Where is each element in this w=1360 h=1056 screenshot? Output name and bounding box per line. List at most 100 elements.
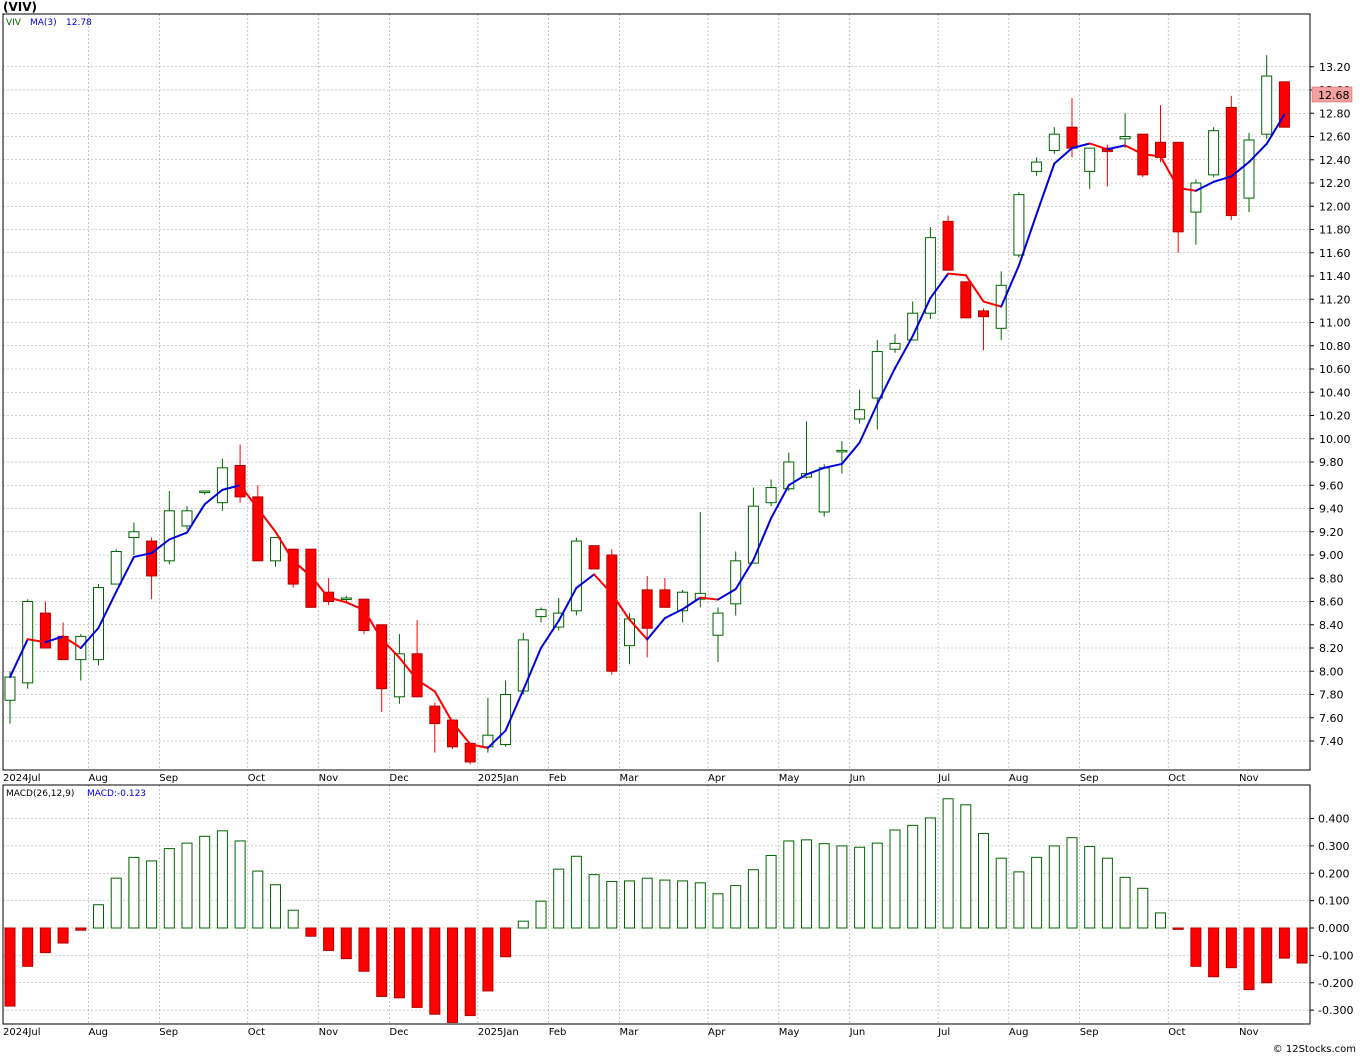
price-tick-label: 7.80: [1319, 689, 1344, 702]
macd-bar-positive: [641, 877, 653, 929]
price-tick-label: 10.40: [1319, 386, 1351, 399]
macd-bar-positive: [270, 884, 281, 929]
ma-segment: [62, 635, 82, 649]
month-label: 2024Jul: [3, 773, 41, 784]
ma-segment: [433, 690, 454, 724]
candle-up: [694, 592, 706, 600]
ma-segment: [1212, 175, 1233, 183]
candle-up: [340, 597, 352, 601]
candle-up: [216, 467, 228, 504]
candle-up: [1261, 75, 1273, 135]
price-tick-label: 12.40: [1319, 154, 1351, 167]
macd-bar-negative: [305, 927, 317, 937]
price-tick-label: 12.20: [1319, 177, 1351, 190]
ma-segment: [770, 484, 790, 520]
macd-tick-label: -0.100: [1318, 949, 1353, 962]
candle-up: [1243, 139, 1255, 199]
macd-bar-positive: [747, 869, 759, 929]
price-tick-label: 11.00: [1319, 317, 1351, 330]
macd-bar-positive: [252, 870, 264, 929]
price-tick-label: 8.40: [1319, 619, 1344, 632]
month-label: Mar: [620, 1027, 640, 1038]
ma-segment: [522, 647, 542, 691]
candle-down: [641, 589, 653, 629]
price-tick-label: 9.00: [1319, 549, 1344, 562]
macd-bar-negative: [39, 927, 51, 954]
ma-segment: [699, 596, 719, 601]
ma-segment: [97, 590, 118, 629]
month-label: Dec: [389, 773, 408, 784]
macd-axis: 0.400 0.300 0.200 0.100 0.000 -0.100 -0.200 -0.…: [1310, 813, 1353, 1017]
candle-up: [22, 601, 34, 684]
macd-legend-value: MACD:-0.123: [87, 789, 146, 799]
macd-bar-negative: [500, 927, 512, 958]
candle-up: [181, 510, 193, 527]
ma-segment: [894, 335, 914, 370]
macd-bar-negative: [1225, 927, 1237, 969]
macd-bar-positive: [1155, 912, 1166, 929]
macd-bar-positive: [712, 893, 724, 929]
price-tick-label: 11.60: [1319, 247, 1351, 260]
macd-bar-positive: [978, 833, 989, 929]
current-price-label: 12.68: [1318, 89, 1350, 102]
month-label: Aug: [89, 1027, 109, 1038]
ma-segment: [150, 538, 171, 555]
candle-up: [128, 531, 140, 539]
macd-bar-positive: [942, 798, 954, 929]
candle-up: [535, 609, 547, 618]
candle-down: [588, 545, 600, 570]
macd-bar-negative: [1278, 927, 1290, 959]
candle-up: [199, 490, 211, 494]
macd-bar-positive: [924, 817, 936, 929]
month-label: 2025Jan: [478, 773, 519, 784]
macd-bar-positive: [836, 845, 848, 929]
macd-bar-positive: [624, 880, 635, 929]
ma-segment: [398, 656, 419, 681]
ma-segment: [309, 575, 330, 599]
macd-bar-negative: [340, 927, 352, 960]
month-label: 2024Jul: [3, 1027, 41, 1038]
ma-segment: [416, 678, 436, 693]
ma-segment: [1017, 213, 1038, 267]
candle-up: [747, 505, 759, 564]
macd-tick-label: -0.300: [1318, 1004, 1353, 1017]
ma-segment: [380, 638, 401, 659]
x-axis-price: 2024Jul Aug Sep Oct Nov Dec 2025Jan Feb Mar Apr Ma…: [3, 773, 1259, 784]
month-label: Oct: [1168, 1027, 1185, 1038]
candle-up: [393, 653, 405, 698]
price-tick-label: 8.00: [1319, 665, 1344, 678]
macd-bar-positive: [907, 824, 919, 929]
price-grid: [3, 14, 1310, 770]
ma-segment: [1035, 162, 1056, 215]
candle-up: [163, 510, 175, 562]
ma-segment: [256, 507, 277, 533]
month-label: Jun: [849, 773, 866, 784]
ma-segment: [1230, 161, 1250, 178]
macd-bar-positive: [553, 868, 565, 929]
macd-bar-positive: [163, 848, 175, 929]
ma-segment: [646, 617, 666, 641]
ma-segment: [876, 367, 896, 405]
macd-bar-positive: [871, 842, 883, 929]
macd-bar-positive: [783, 840, 795, 929]
candle-down: [287, 548, 299, 585]
candle-down: [146, 540, 158, 577]
chart-title: (VIV): [3, 0, 38, 14]
price-tick-label: 12.00: [1319, 200, 1351, 213]
candle-up: [270, 537, 281, 562]
ma-segment: [929, 272, 950, 300]
month-label: Jun: [849, 1027, 866, 1038]
macd-bar-positive: [517, 920, 529, 929]
price-tick-label: 8.80: [1319, 572, 1344, 585]
macd-bar-positive: [995, 857, 1007, 929]
macd-bar-negative: [376, 927, 388, 997]
macd-bar-positive: [588, 874, 600, 929]
candle-up: [570, 540, 582, 612]
price-tick-label: 7.60: [1319, 712, 1344, 725]
ma-segment: [787, 473, 808, 487]
candle-down: [252, 496, 264, 562]
candle-down: [1225, 106, 1237, 217]
ma-segment: [274, 530, 295, 562]
month-label: Nov: [319, 1027, 339, 1038]
